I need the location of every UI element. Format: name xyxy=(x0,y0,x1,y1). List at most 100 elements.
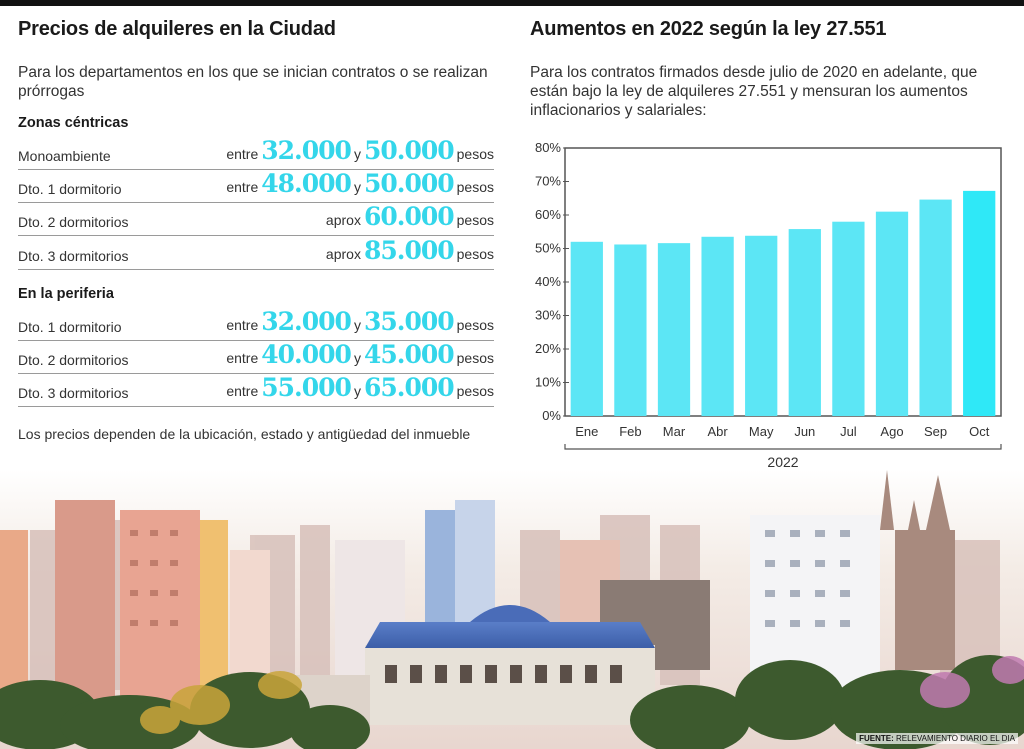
x-tick-label: Sep xyxy=(924,424,947,439)
rent-prices-intro: Para los departamentos en los que se ini… xyxy=(18,64,488,100)
x-axis-ticks: Ene Feb Mar Abr May Jun Jul Ago Sep Oct xyxy=(575,424,989,439)
row-label: Dto. 3 dormitorios xyxy=(18,248,129,264)
cityscape-illustration xyxy=(0,470,1024,749)
price-connector: y xyxy=(353,146,361,162)
price-connector: y xyxy=(353,317,361,333)
year-bracket xyxy=(564,444,1002,450)
increases-panel: Aumentos en 2022 según la ley 27.551 Par… xyxy=(530,18,1010,120)
x-tick-label: Oct xyxy=(969,424,990,439)
row-label: Dto. 1 dormitorio xyxy=(18,181,122,197)
price-prefix: aprox xyxy=(325,212,361,228)
section-title-centro: Zonas céntricas xyxy=(18,115,129,131)
bar-mar xyxy=(657,243,691,416)
price-row: Dto. 2 dormitorios entre 40.000 y 45.000… xyxy=(18,341,494,374)
y-tick-label: 0% xyxy=(542,408,561,423)
bar-sep xyxy=(919,199,952,416)
price-rows-periferia: Dto. 1 dormitorio entre 32.000 y 35.000 … xyxy=(18,308,494,407)
price-row: Dto. 3 dormitorios entre 55.000 y 65.000… xyxy=(18,374,494,407)
increases-title: Aumentos en 2022 según la ley 27.551 xyxy=(530,18,887,40)
price-prefix: aprox xyxy=(325,246,361,262)
price-row: Dto. 1 dormitorio entre 32.000 y 35.000 … xyxy=(18,308,494,341)
price-max: 65.000 xyxy=(363,373,455,402)
bar-may xyxy=(745,235,778,416)
price-max: 45.000 xyxy=(363,340,455,369)
price-min: 32.000 xyxy=(261,307,352,336)
price-min: 55.000 xyxy=(261,373,352,402)
price-max: 35.000 xyxy=(363,307,455,336)
price-min: 32.000 xyxy=(261,136,352,165)
divider xyxy=(18,269,494,270)
y-tick-label: 50% xyxy=(535,241,561,256)
row-label: Dto. 2 dormitorios xyxy=(18,352,129,368)
source-label: FUENTE: xyxy=(859,734,894,743)
bar-oct xyxy=(963,190,996,416)
rent-prices-panel: Precios de alquileres en la Ciudad Para … xyxy=(18,18,494,443)
bar-jun xyxy=(788,229,821,416)
y-tick-label: 30% xyxy=(535,308,561,323)
y-tick-label: 70% xyxy=(535,174,561,189)
row-price: aprox 60.000 pesos xyxy=(326,204,494,230)
y-tick-label: 10% xyxy=(535,375,561,390)
price-min: 48.000 xyxy=(261,169,352,198)
price-max: 50.000 xyxy=(363,136,455,165)
price-row: Monoambiente entre 32.000 y 50.000 pesos xyxy=(18,137,494,170)
price-unit: pesos xyxy=(456,212,494,228)
row-price: aprox 85.000 pesos xyxy=(326,238,494,264)
row-price: entre 55.000 y 65.000 pesos xyxy=(226,375,494,401)
price-max: 50.000 xyxy=(363,169,455,198)
price-prefix: entre xyxy=(226,317,259,333)
row-price: entre 32.000 y 35.000 pesos xyxy=(226,309,494,335)
price-prefix: entre xyxy=(226,350,259,366)
price-unit: pesos xyxy=(456,146,494,162)
source-credit: FUENTE: RELEVAMIENTO DIARIO EL DIA xyxy=(856,733,1018,744)
rent-prices-title: Precios de alquileres en la Ciudad xyxy=(18,18,336,40)
price-unit: pesos xyxy=(456,246,494,262)
price-unit: pesos xyxy=(456,383,494,399)
price-rows-centro: Monoambiente entre 32.000 y 50.000 pesos… xyxy=(18,137,494,269)
bar-jul xyxy=(832,221,865,416)
row-price: entre 40.000 y 45.000 pesos xyxy=(226,342,494,368)
x-tick-label: Abr xyxy=(707,424,728,439)
price-connector: y xyxy=(353,350,361,366)
x-tick-label: Ago xyxy=(880,424,903,439)
plot-frame xyxy=(564,147,1002,417)
price-connector: y xyxy=(353,179,361,195)
top-rule xyxy=(0,0,1024,6)
row-label: Dto. 1 dormitorio xyxy=(18,319,122,335)
source-text: RELEVAMIENTO DIARIO EL DIA xyxy=(896,734,1015,743)
price-value: 85.000 xyxy=(363,236,455,265)
row-price: entre 32.000 y 50.000 pesos xyxy=(226,138,494,164)
y-tick-label: 40% xyxy=(535,274,561,289)
x-tick-label: Jul xyxy=(840,424,857,439)
price-min: 40.000 xyxy=(261,340,352,369)
cityscape-photo: FUENTE: RELEVAMIENTO DIARIO EL DIA xyxy=(0,470,1024,749)
increases-bar-chart: 0% 10% 20% 30% 40% 50% 60% 70% 80% Ene Feb Mar Abr M… xyxy=(535,140,1002,470)
row-price: entre 48.000 y 50.000 pesos xyxy=(226,171,494,197)
x-tick-label: Jun xyxy=(794,424,815,439)
y-tick-label: 60% xyxy=(535,207,561,222)
price-row: Dto. 1 dormitorio entre 48.000 y 50.000 … xyxy=(18,170,494,203)
price-connector: y xyxy=(353,383,361,399)
prices-note: Los precios dependen de la ubicación, es… xyxy=(18,426,471,442)
y-axis-ticks: 0% 10% 20% 30% 40% 50% 60% 70% 80% xyxy=(535,140,569,423)
x-tick-label: Mar xyxy=(663,424,686,439)
bar-ene xyxy=(570,241,603,416)
price-unit: pesos xyxy=(456,350,494,366)
y-tick-label: 80% xyxy=(535,140,561,155)
row-label: Dto. 3 dormitorios xyxy=(18,385,129,401)
price-unit: pesos xyxy=(456,179,494,195)
price-value: 60.000 xyxy=(363,202,455,231)
y-tick-label: 20% xyxy=(535,341,561,356)
price-prefix: entre xyxy=(226,179,259,195)
section-title-periferia: En la periferia xyxy=(18,286,114,302)
x-tick-label: Ene xyxy=(575,424,598,439)
bar-abr xyxy=(701,236,734,416)
price-prefix: entre xyxy=(226,383,259,399)
bar-ago xyxy=(875,211,909,416)
bars xyxy=(570,190,996,416)
price-prefix: entre xyxy=(226,146,259,162)
x-axis-label: 2022 xyxy=(767,454,798,470)
row-label: Monoambiente xyxy=(18,148,111,164)
price-unit: pesos xyxy=(456,317,494,333)
x-tick-label: Feb xyxy=(619,424,641,439)
